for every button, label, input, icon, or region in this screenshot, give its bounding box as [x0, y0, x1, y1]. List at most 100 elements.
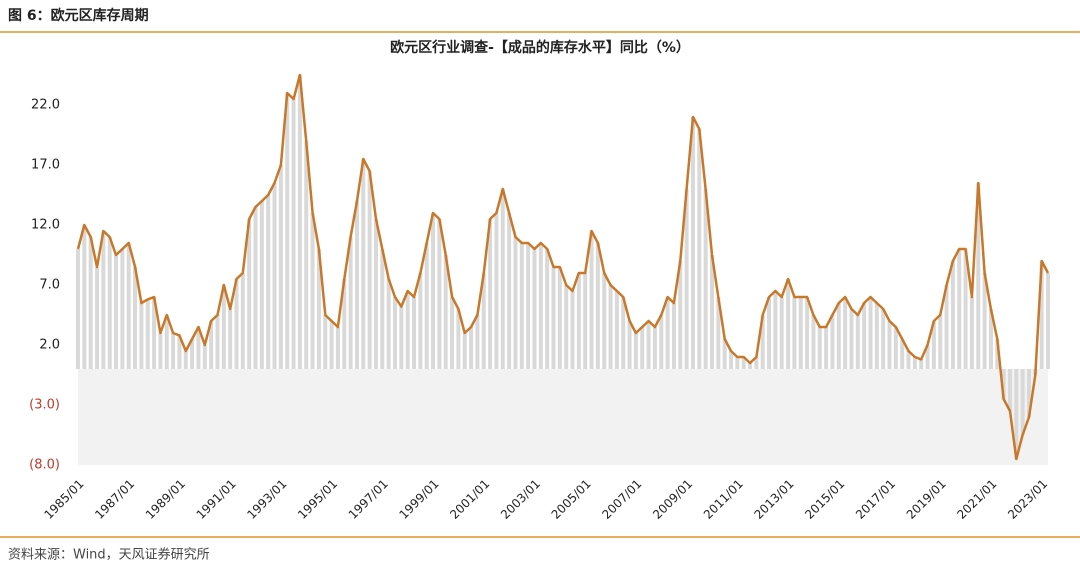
header: 图 6：欧元区库存周期 [8, 7, 149, 24]
bar [76, 249, 80, 369]
x-tick-label: 2009/01 [650, 477, 695, 522]
bar [259, 201, 264, 369]
x-tick-label: 1993/01 [244, 477, 289, 522]
y-tick-label: (8.0) [29, 458, 60, 473]
bar [576, 273, 581, 369]
bar [976, 183, 981, 369]
bar [798, 297, 803, 369]
bar [1007, 369, 1012, 411]
bar [304, 141, 309, 369]
bar [906, 351, 911, 369]
bar [494, 213, 499, 369]
bar [786, 279, 791, 369]
bar [386, 279, 391, 369]
bar [278, 165, 283, 369]
bar [595, 243, 600, 369]
bar [418, 273, 423, 369]
bar [221, 285, 226, 369]
bar [247, 219, 252, 369]
bar [1014, 369, 1019, 459]
bar [862, 303, 867, 369]
bar [412, 297, 417, 369]
bar [234, 279, 239, 369]
bar [481, 273, 486, 369]
bar [589, 231, 594, 369]
bar [963, 249, 968, 369]
bar [995, 339, 1000, 369]
y-tick-label: 12.0 [31, 218, 60, 233]
bar [424, 243, 429, 369]
x-tick-label: 2005/01 [549, 477, 594, 522]
bar [507, 213, 512, 369]
bar [703, 189, 708, 369]
bar [348, 237, 353, 369]
bar [392, 297, 397, 369]
bar [133, 267, 138, 369]
bar [843, 297, 848, 369]
bar [354, 201, 359, 369]
bar [443, 255, 448, 369]
bar [1001, 369, 1006, 399]
bar [957, 249, 962, 369]
bar [310, 213, 315, 369]
bar [545, 249, 550, 369]
source: 资料来源：Wind，天风证券研究所 [8, 547, 210, 563]
bar [431, 213, 436, 369]
bar [773, 291, 778, 369]
bar [716, 297, 721, 369]
bar [405, 291, 410, 369]
bar [139, 303, 144, 369]
bar [126, 243, 131, 369]
bar [938, 315, 943, 369]
x-tick-label: 2001/01 [447, 477, 492, 522]
bar [532, 249, 537, 369]
bar [240, 273, 245, 369]
x-tick-label: 2023/01 [1005, 477, 1050, 522]
bar [640, 327, 645, 369]
bar [729, 351, 734, 369]
bar [583, 273, 588, 369]
bar [982, 273, 987, 369]
bar [931, 321, 936, 369]
bar [652, 327, 657, 369]
x-tick-label: 1991/01 [194, 477, 239, 522]
bar [830, 315, 835, 369]
x-tick-label: 1999/01 [396, 477, 441, 522]
bar [855, 315, 860, 369]
bar [900, 339, 905, 369]
bar [887, 321, 892, 369]
bar [329, 321, 334, 369]
bar [805, 297, 810, 369]
bar [893, 327, 898, 369]
bar [665, 297, 670, 369]
bar [614, 291, 619, 369]
x-tick-label: 2011/01 [701, 477, 746, 522]
bar [297, 75, 302, 369]
bar [1026, 369, 1031, 417]
chart-title: 欧元区行业调查-【成品的库存水平】同比（%） [390, 39, 690, 56]
bar [811, 315, 816, 369]
bar [551, 267, 556, 369]
bar [367, 171, 372, 369]
bar [82, 225, 87, 369]
x-tick-label: 2017/01 [853, 477, 898, 522]
bar [735, 357, 740, 369]
bar [196, 327, 201, 369]
x-tick-label: 2007/01 [599, 477, 644, 522]
bar [836, 303, 841, 369]
bar [557, 267, 562, 369]
bar [95, 267, 100, 369]
bar [779, 297, 784, 369]
bar [469, 327, 474, 369]
x-tick-label: 1987/01 [92, 477, 137, 522]
bar [760, 315, 765, 369]
series-line [76, 73, 1050, 461]
bar [456, 309, 461, 369]
y-tick-label: (3.0) [29, 398, 60, 413]
bar [158, 333, 163, 369]
x-tick-label: 1997/01 [346, 477, 391, 522]
bar [209, 321, 214, 369]
bar [925, 345, 930, 369]
bar [564, 285, 569, 369]
bar [513, 237, 518, 369]
